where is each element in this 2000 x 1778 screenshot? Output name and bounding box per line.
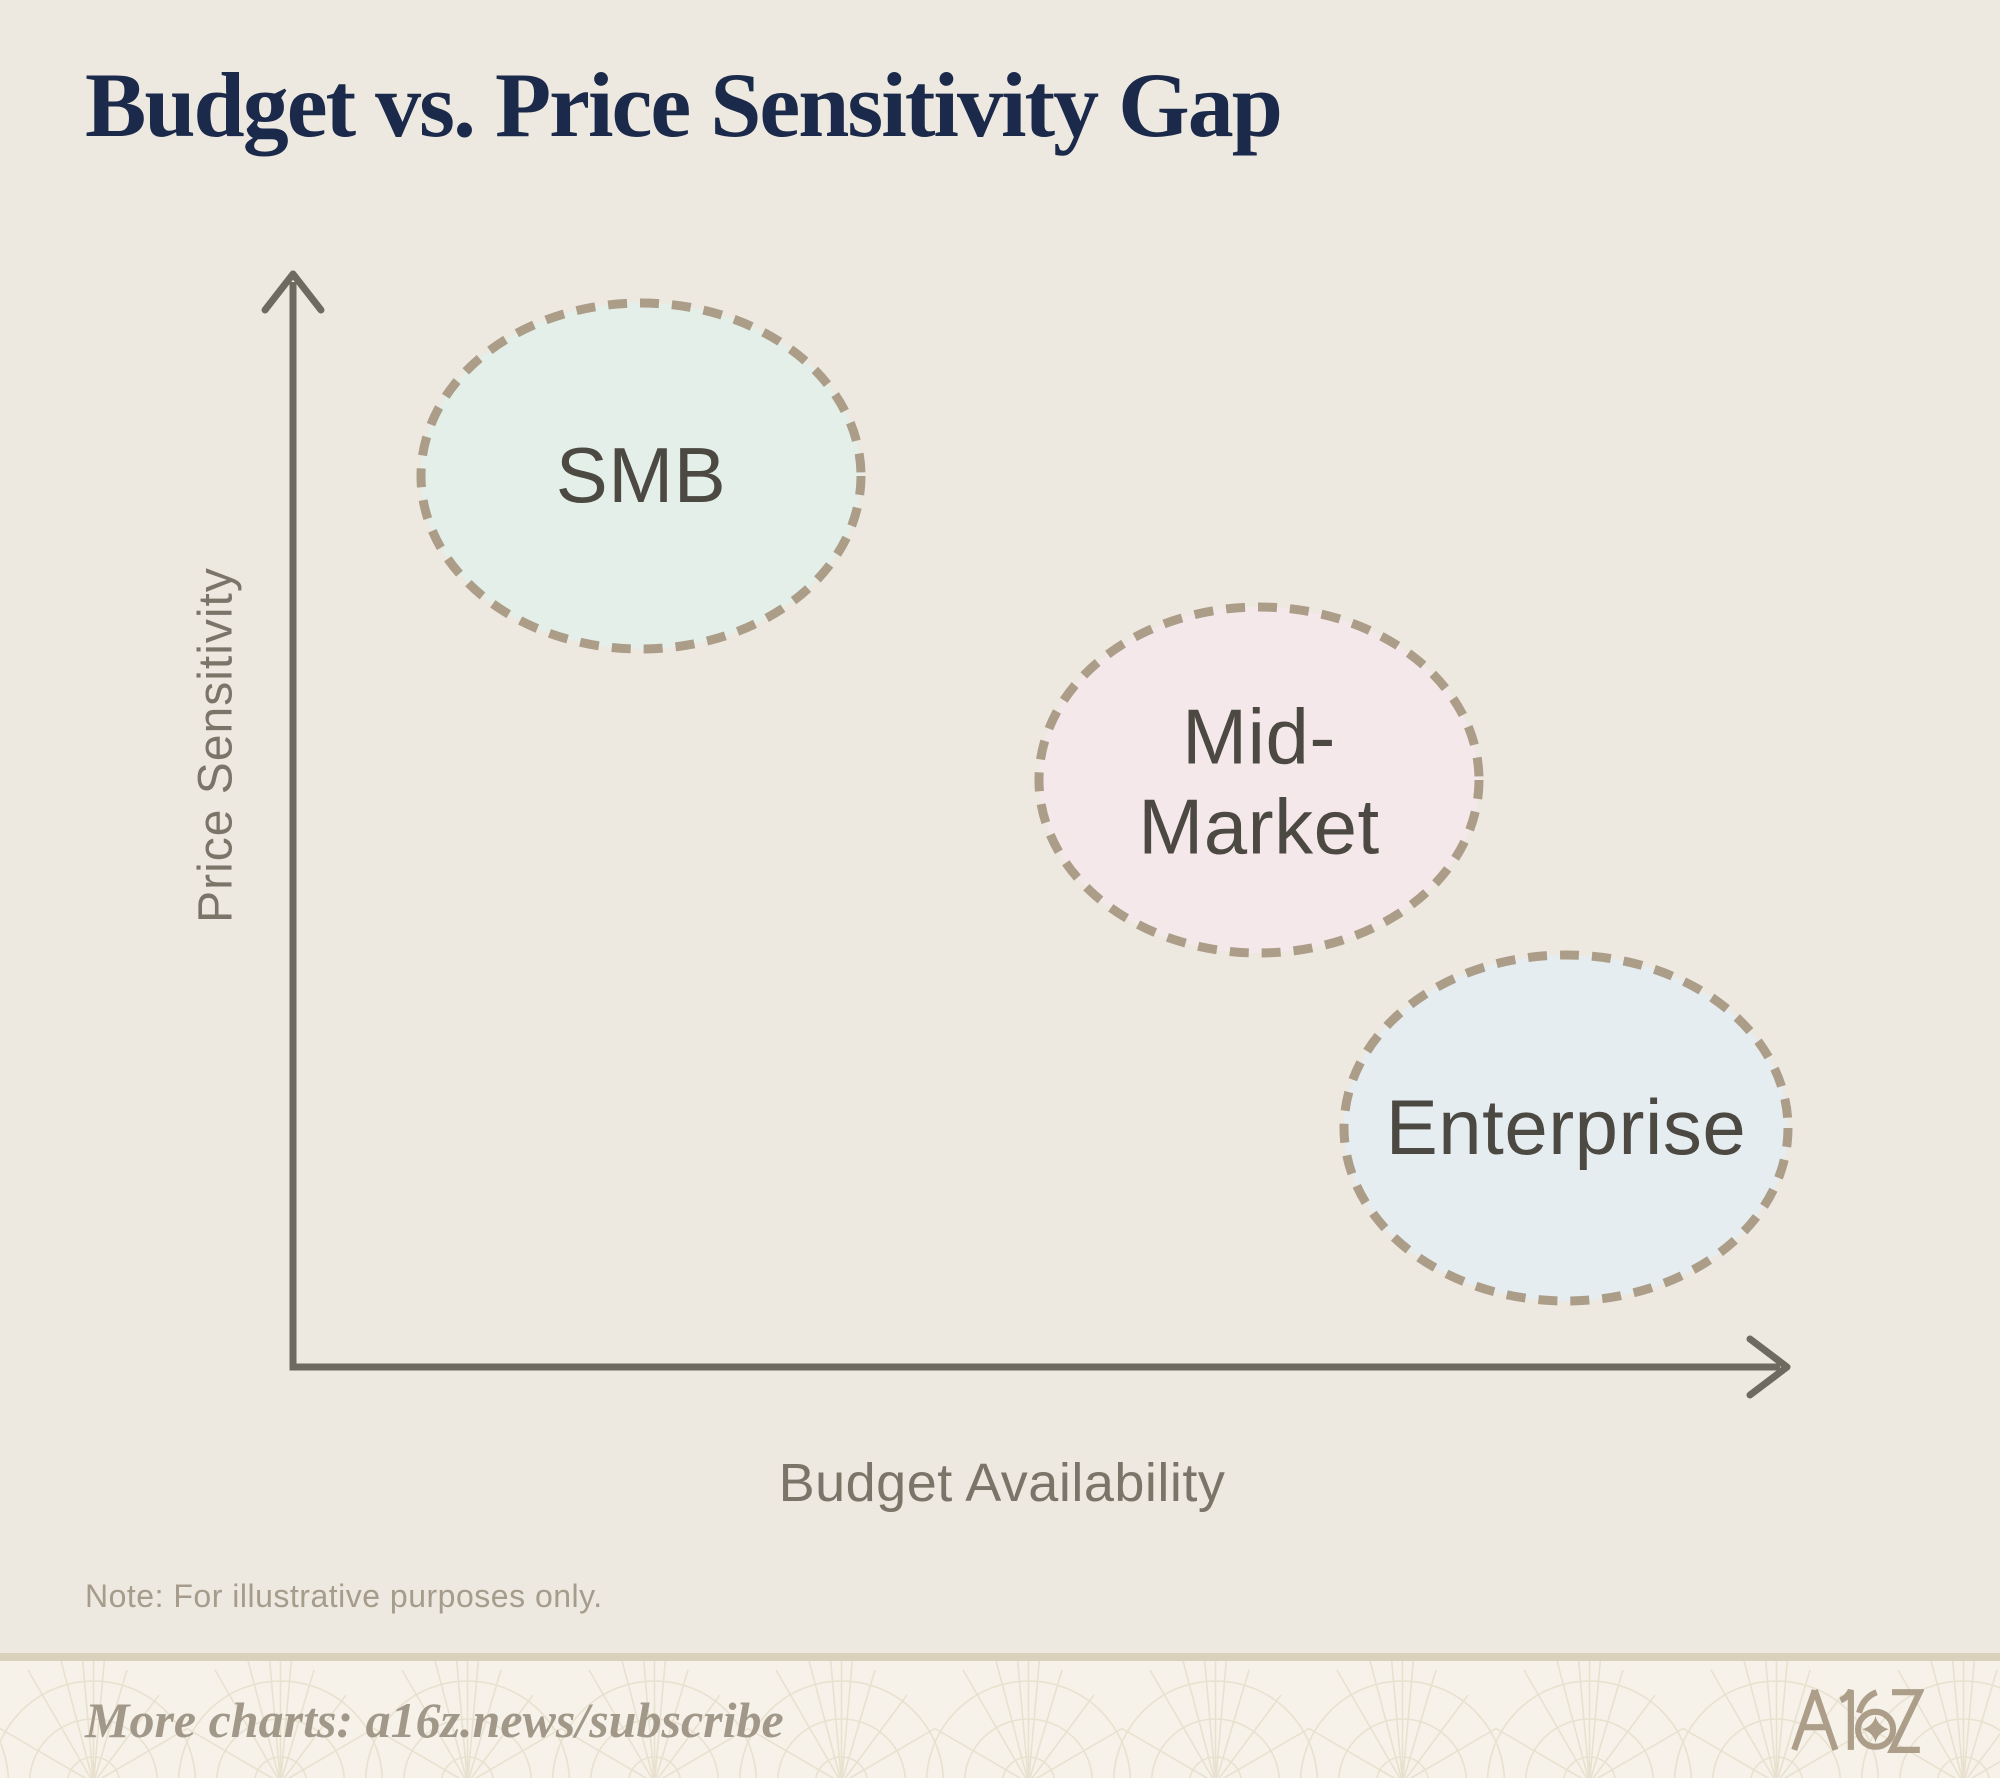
enterprise-bubble-label: Enterprise [1385, 1083, 1747, 1172]
deco-pattern [0, 1661, 2000, 1778]
footer: More charts: a16z.news/subscribe [0, 1653, 2000, 1778]
mid-market-bubble-label: Mid- Market [1138, 692, 1380, 870]
note-text: Note: For illustrative purposes only. [85, 1578, 603, 1614]
footer-subscribe-text: More charts: a16z.news/subscribe [85, 1691, 784, 1748]
smb-bubble-label: SMB [555, 431, 727, 520]
page-title: Budget vs. Price Sensitivity Gap [85, 54, 1283, 156]
enterprise-bubble [1339, 950, 1793, 1306]
x-axis-arrowhead-icon [1746, 1335, 1791, 1399]
y-axis-arrowhead-icon [261, 270, 325, 314]
axes-lines [289, 282, 1780, 1371]
mid-market-bubble [1034, 602, 1484, 958]
y-axis-label: Price Sensitivity [189, 567, 243, 923]
smb-bubble [416, 298, 866, 654]
x-axis-label: Budget Availability [778, 1453, 1226, 1513]
a16z-logo-icon [1791, 1688, 1924, 1753]
